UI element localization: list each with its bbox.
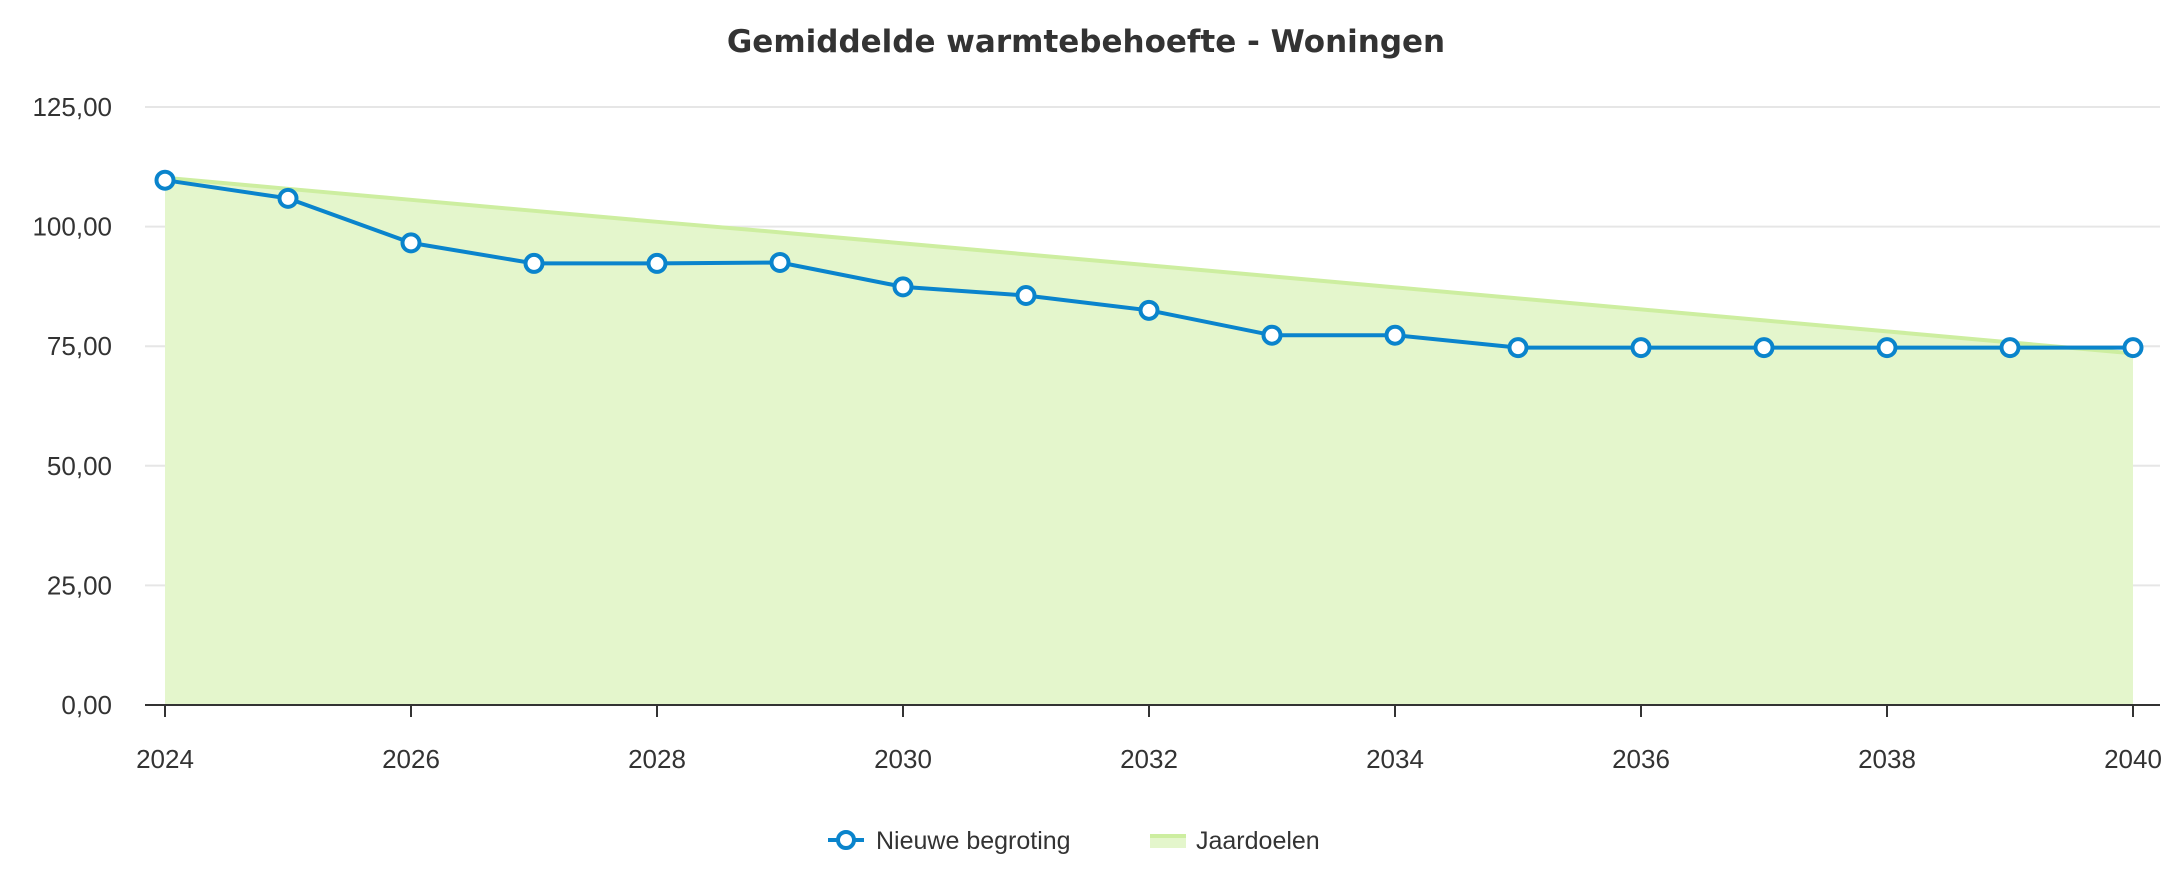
data-point [892,276,914,298]
data-point [769,251,791,273]
jaardoelen-area [165,177,2133,705]
x-tick-label: 2024 [136,744,194,774]
x-tick-label: 2032 [1120,744,1178,774]
y-tick-label: 25,00 [47,570,112,600]
data-point [1384,324,1406,346]
legend-item-jaardoelen[interactable]: Jaardoelen [1150,827,1320,855]
y-axis: 0,00 25,00 50,00 75,00 100,00 125,00 [32,92,112,720]
x-tick-label: 2028 [628,744,686,774]
data-point [1999,337,2021,359]
chart-title: Gemiddelde warmtebehoefte - Woningen [727,24,1445,60]
data-point [1015,284,1037,306]
data-point [1753,337,1775,359]
x-tick-label: 2036 [1612,744,1670,774]
data-point [1876,337,1898,359]
data-point [1630,337,1652,359]
legend-item-nieuwe-begroting[interactable]: Nieuwe begroting [828,827,1071,855]
x-tick-label: 2030 [874,744,932,774]
y-tick-label: 50,00 [47,451,112,481]
data-point [523,252,545,274]
jaardoelen-series [164,175,2134,705]
x-tick-label: 2038 [1858,744,1916,774]
data-point [154,169,176,191]
y-tick-label: 75,00 [47,331,112,361]
y-tick-label: 0,00 [61,690,112,720]
legend-marker-circle-icon [836,830,856,850]
data-point [1261,324,1283,346]
x-tick-label: 2034 [1366,744,1424,774]
data-point [277,187,299,209]
data-point [2122,337,2144,359]
data-point [400,232,422,254]
legend-label: Nieuwe begroting [876,827,1071,855]
x-tick-label: 2040 [2104,744,2162,774]
legend: Nieuwe begroting Jaardoelen [828,827,1320,855]
x-tick-label: 2026 [382,744,440,774]
data-point [1507,337,1529,359]
data-point [1138,299,1160,321]
x-axis: 2024 2026 2028 2030 2032 2034 2036 2038 2040 [136,704,2162,774]
jaardoelen-line [164,175,2134,356]
nieuwe-begroting-series [154,169,2144,359]
y-tick-label: 125,00 [32,92,112,122]
legend-label: Jaardoelen [1196,827,1320,855]
data-point [646,252,668,274]
y-tick-label: 100,00 [32,212,112,242]
